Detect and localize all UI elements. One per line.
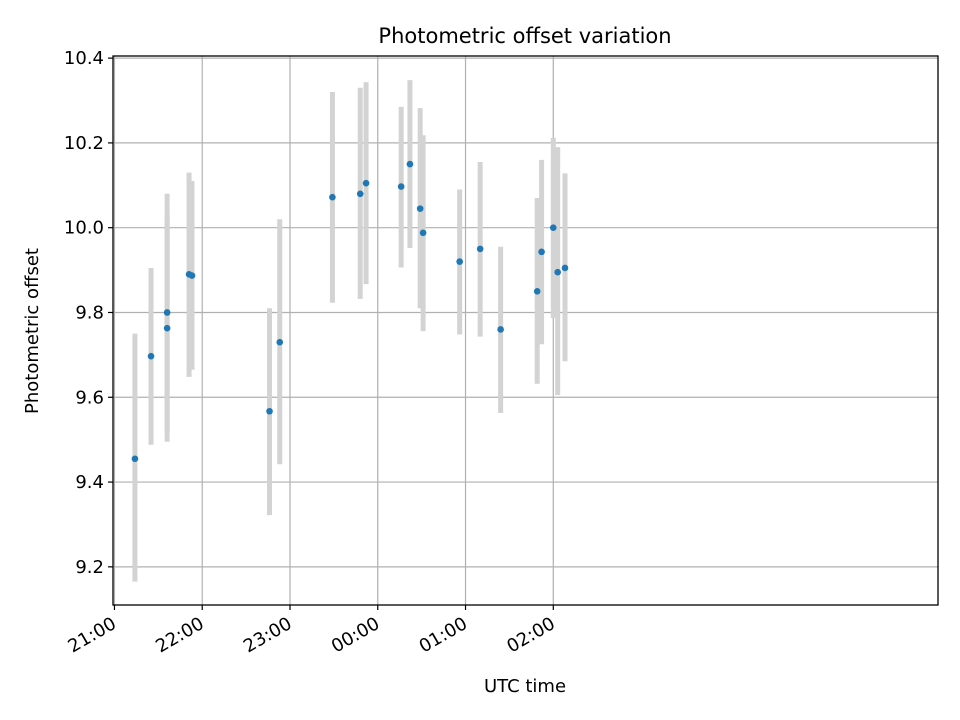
data-point bbox=[131, 455, 139, 463]
data-point bbox=[329, 193, 336, 201]
y-tick-label: 10.0 bbox=[64, 218, 104, 239]
plot-frame bbox=[112, 55, 939, 606]
data-point bbox=[476, 245, 484, 253]
data-point bbox=[397, 183, 405, 190]
y-tick-label: 9.8 bbox=[75, 302, 104, 323]
data-point bbox=[276, 338, 284, 346]
data-point bbox=[163, 309, 171, 316]
y-tick-label: 10.4 bbox=[64, 48, 104, 69]
data-point bbox=[163, 324, 171, 332]
y-axis: 9.2 9.4 9.6 9.8 10.0 10.2 10.4 bbox=[64, 48, 113, 578]
data-point bbox=[533, 287, 541, 295]
y-tick-label: 10.2 bbox=[64, 133, 104, 154]
data-point bbox=[497, 326, 504, 333]
data-point bbox=[538, 248, 545, 256]
y-tick-label: 9.4 bbox=[75, 472, 104, 493]
data-point bbox=[549, 224, 557, 231]
data-point bbox=[188, 272, 196, 279]
x-axis-title: UTC time bbox=[484, 676, 566, 697]
data-point bbox=[406, 160, 414, 168]
y-axis-title: Photometric offset bbox=[22, 248, 43, 414]
y-tick-label: 9.2 bbox=[75, 557, 104, 578]
data-point bbox=[356, 190, 364, 198]
data-point bbox=[266, 407, 273, 415]
data-point bbox=[456, 258, 463, 265]
data-point bbox=[419, 229, 427, 237]
y-tick-label: 9.6 bbox=[75, 387, 104, 408]
data-points bbox=[131, 160, 569, 463]
data-point bbox=[147, 352, 155, 360]
data-point bbox=[416, 205, 424, 212]
data-point bbox=[561, 264, 569, 272]
data-point bbox=[362, 179, 370, 187]
chart-title: Photometric offset variation bbox=[378, 24, 671, 48]
data-point bbox=[554, 268, 561, 276]
